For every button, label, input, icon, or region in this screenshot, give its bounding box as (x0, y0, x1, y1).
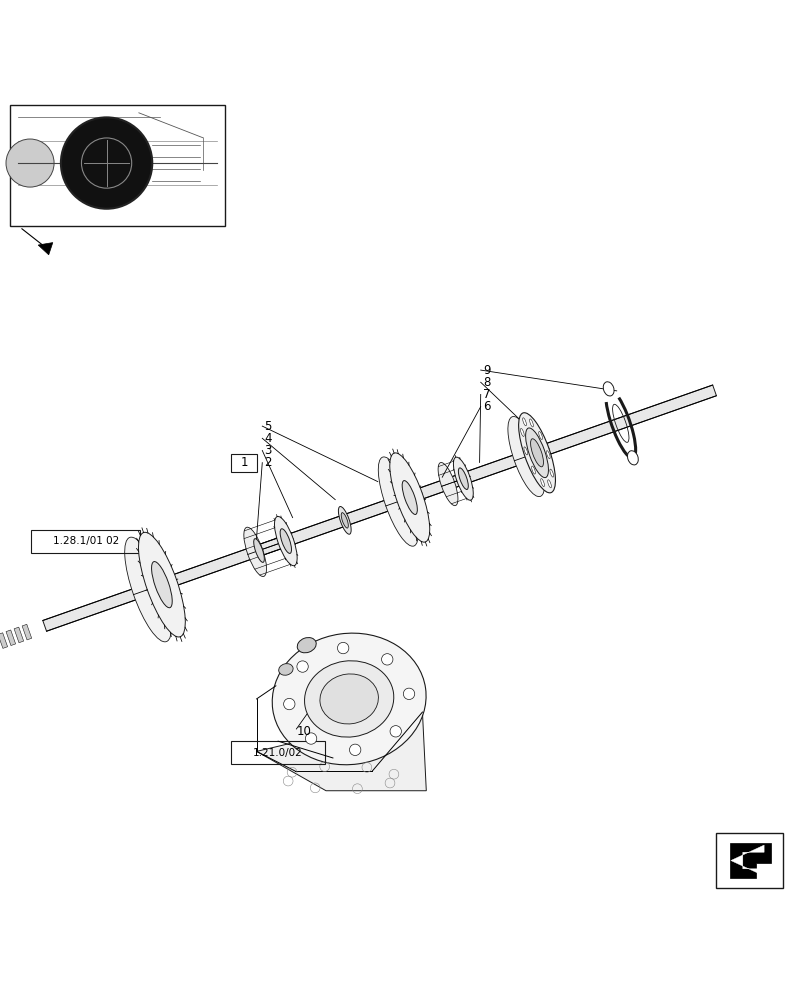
Ellipse shape (603, 382, 613, 396)
Ellipse shape (341, 513, 348, 528)
Ellipse shape (458, 468, 468, 489)
Text: 6: 6 (483, 400, 490, 413)
Ellipse shape (389, 453, 429, 542)
Text: 7: 7 (483, 388, 490, 401)
Ellipse shape (381, 654, 393, 665)
Ellipse shape (520, 428, 524, 436)
Ellipse shape (243, 527, 266, 577)
Ellipse shape (538, 432, 542, 440)
Ellipse shape (438, 463, 457, 506)
Ellipse shape (283, 698, 294, 710)
Ellipse shape (531, 466, 534, 474)
Ellipse shape (297, 661, 308, 672)
Polygon shape (0, 633, 7, 648)
Ellipse shape (627, 451, 637, 465)
Ellipse shape (522, 418, 526, 426)
Ellipse shape (530, 439, 543, 467)
Ellipse shape (546, 451, 550, 459)
Text: 1: 1 (240, 456, 248, 469)
Text: 2: 2 (264, 456, 271, 469)
Text: 1.28.1/01 02: 1.28.1/01 02 (53, 536, 118, 546)
Ellipse shape (81, 138, 131, 188)
Ellipse shape (253, 539, 264, 562)
Ellipse shape (280, 529, 291, 553)
Text: 10: 10 (296, 725, 311, 738)
Text: 1.21.0/02: 1.21.0/02 (253, 748, 303, 758)
Ellipse shape (152, 562, 172, 608)
Ellipse shape (540, 479, 543, 487)
Ellipse shape (403, 688, 414, 700)
Ellipse shape (378, 457, 418, 546)
Ellipse shape (320, 674, 378, 724)
Ellipse shape (507, 416, 544, 497)
Polygon shape (256, 712, 426, 791)
Polygon shape (728, 843, 770, 878)
Text: 3: 3 (264, 444, 271, 457)
Polygon shape (730, 845, 763, 876)
Ellipse shape (6, 139, 54, 187)
Polygon shape (43, 385, 715, 631)
Ellipse shape (349, 744, 360, 756)
Bar (31, 530, 140, 553)
Ellipse shape (529, 419, 533, 427)
Polygon shape (14, 627, 24, 643)
Text: 4: 4 (264, 432, 271, 445)
Ellipse shape (525, 428, 547, 478)
Ellipse shape (297, 638, 315, 653)
Ellipse shape (523, 447, 527, 455)
Ellipse shape (274, 516, 297, 566)
Polygon shape (22, 624, 32, 640)
Ellipse shape (547, 480, 551, 488)
Ellipse shape (338, 506, 350, 534)
Polygon shape (38, 243, 53, 255)
Text: 9: 9 (483, 364, 490, 377)
Ellipse shape (139, 532, 185, 637)
Ellipse shape (453, 457, 473, 500)
Ellipse shape (337, 642, 349, 654)
Ellipse shape (305, 733, 316, 744)
Text: 5: 5 (264, 420, 271, 433)
Ellipse shape (272, 633, 426, 765)
Ellipse shape (125, 537, 171, 642)
Polygon shape (6, 630, 15, 646)
Ellipse shape (278, 664, 293, 675)
Ellipse shape (401, 481, 417, 514)
Bar (715, 833, 782, 888)
Ellipse shape (304, 661, 393, 737)
Ellipse shape (389, 726, 401, 737)
Ellipse shape (518, 413, 555, 493)
Bar (231, 741, 324, 764)
Ellipse shape (549, 469, 553, 477)
Bar (10, 105, 225, 226)
Ellipse shape (61, 117, 152, 209)
Bar (231, 454, 257, 472)
Text: 8: 8 (483, 376, 490, 389)
